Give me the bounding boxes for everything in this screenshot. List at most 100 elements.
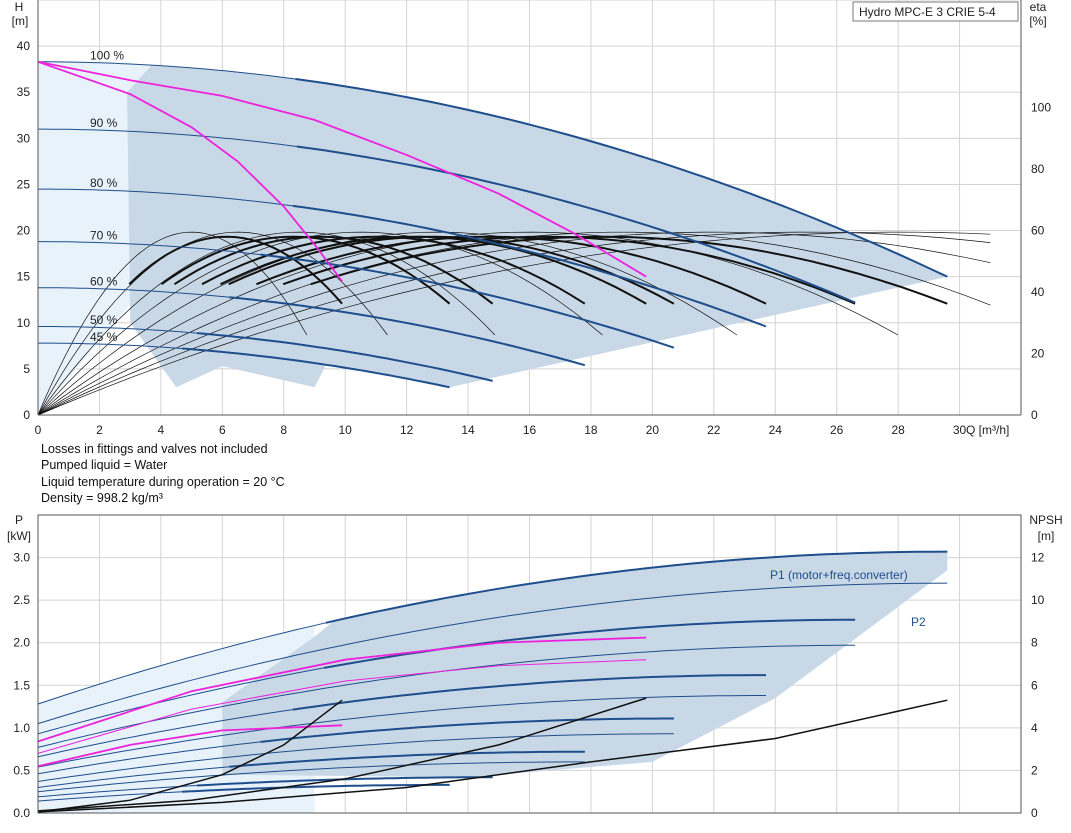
speed-label: 60 % bbox=[90, 274, 118, 288]
efficiency-curve bbox=[37, 231, 899, 416]
npsh-curve bbox=[37, 699, 343, 813]
speed-label: 50 % bbox=[90, 313, 118, 327]
power-chart-tick-labels: 0.0 0.5 1.0 1.5 2.0 2.5 3.0 0 2 4 6 8 10 12 bbox=[13, 551, 1044, 820]
npsh-axis-label: NPSH bbox=[1029, 513, 1062, 527]
y2-tick-label: 20 bbox=[1031, 347, 1045, 361]
power-chart-frame bbox=[37, 514, 1022, 814]
y2-tick-label: 100 bbox=[1031, 101, 1051, 115]
y2-tick-label: 0 bbox=[1031, 408, 1038, 422]
p-tick-label: 1.0 bbox=[13, 721, 30, 735]
y-axis-unit: [m] bbox=[12, 14, 29, 28]
p-tick-label: 2.0 bbox=[13, 636, 30, 650]
npsh-curve bbox=[37, 699, 948, 813]
chart-title: Hydro MPC-E 3 CRIE 5-4 bbox=[859, 5, 996, 19]
pink-curve bbox=[37, 60, 647, 278]
y-tick-label: 30 bbox=[17, 131, 31, 145]
y2-tick-label: 40 bbox=[1031, 285, 1045, 299]
head-chart-frame bbox=[37, 0, 1022, 416]
x-tick-label: 24 bbox=[769, 423, 783, 437]
head-curve-thin bbox=[38, 61, 315, 83]
x-tick-label: 20 bbox=[646, 423, 660, 437]
note-losses: Losses in fittings and valves not includ… bbox=[41, 442, 268, 456]
efficiency-curve bbox=[37, 231, 738, 416]
note-liquid-temperature: Liquid temperature during operation = 20… bbox=[41, 475, 285, 489]
head-curve bbox=[296, 145, 856, 304]
power-chart-frame bbox=[37, 514, 1022, 814]
pink-power-curve bbox=[37, 636, 647, 743]
p2-curve bbox=[37, 695, 766, 768]
efficiency-curve bbox=[37, 231, 496, 416]
efficiency-curve-bold bbox=[310, 235, 948, 305]
head-chart: 0 2 4 6 8 10 12 14 16 18 20 22 24 26 28 300510152025303… bbox=[12, 0, 1052, 437]
power-chart-operating-area bbox=[38, 551, 948, 813]
y-tick-label: 0 bbox=[23, 408, 30, 422]
npsh-tick-label: 0 bbox=[1031, 806, 1038, 820]
head-chart-tick-labels: 0 2 4 6 8 10 12 14 16 18 20 22 24 26 28 300510152025303… bbox=[17, 39, 1052, 437]
power-curves bbox=[37, 550, 948, 813]
head-curve bbox=[229, 296, 586, 367]
efficiency-curve-bold bbox=[173, 235, 494, 305]
note-pumped-liquid: Pumped liquid = Water bbox=[41, 458, 168, 472]
p-tick-label: 2.5 bbox=[13, 593, 30, 607]
x-axis-label: Q [m³/h] bbox=[966, 423, 1009, 437]
p2-curve bbox=[37, 733, 674, 782]
y-tick-label: 15 bbox=[17, 270, 31, 284]
npsh-tick-label: 12 bbox=[1031, 551, 1045, 565]
x-tick-label: 8 bbox=[280, 423, 287, 437]
y2-tick-label: 60 bbox=[1031, 224, 1045, 238]
head-chart-operating-area bbox=[38, 61, 948, 416]
npsh-axis-unit: [m] bbox=[1038, 529, 1055, 543]
p2-annotation: P2 bbox=[911, 615, 926, 629]
x-tick-label: 28 bbox=[891, 423, 905, 437]
p1-curve bbox=[325, 550, 948, 624]
head-curve bbox=[197, 332, 493, 382]
pink-curve bbox=[37, 60, 343, 282]
efficiency-curve bbox=[37, 231, 388, 416]
efficiency-curve bbox=[37, 231, 991, 416]
title-box bbox=[852, 1, 1019, 22]
p-axis-label: P bbox=[15, 513, 23, 527]
x-tick-label: 22 bbox=[707, 423, 721, 437]
p-tick-label: 0.0 bbox=[13, 806, 30, 820]
p1-curve bbox=[182, 783, 450, 793]
p-axis-unit: [kW] bbox=[7, 529, 31, 543]
x-tick-label: 10 bbox=[339, 423, 353, 437]
y-axis-label: H bbox=[15, 0, 24, 14]
speed-label: 80 % bbox=[90, 176, 118, 190]
x-tick-label: 4 bbox=[158, 423, 165, 437]
x-tick-label: 6 bbox=[219, 423, 226, 437]
head-curve bbox=[292, 204, 767, 328]
y2-tick-label: 80 bbox=[1031, 162, 1045, 176]
x-tick-label: 14 bbox=[461, 423, 475, 437]
pink-power-curve bbox=[37, 724, 343, 768]
npsh-tick-label: 4 bbox=[1031, 721, 1038, 735]
p-tick-label: 3.0 bbox=[13, 551, 30, 565]
pink-power-curve bbox=[37, 659, 647, 754]
npsh-tick-label: 10 bbox=[1031, 593, 1045, 607]
x-tick-label: 30 bbox=[953, 423, 967, 437]
p-operating-area bbox=[222, 551, 948, 778]
y2-axis-label: eta bbox=[1030, 0, 1047, 14]
x-tick-label: 12 bbox=[400, 423, 414, 437]
note-density: Density = 998.2 kg/m³ bbox=[41, 491, 163, 505]
efficiency-curve-bold bbox=[128, 235, 343, 305]
npsh-tick-label: 2 bbox=[1031, 763, 1038, 777]
speed-label: 45 % bbox=[90, 330, 118, 344]
p2-curve bbox=[37, 761, 585, 793]
head-curve-thin bbox=[38, 128, 315, 150]
efficiency-curve bbox=[37, 231, 603, 416]
p1-curve bbox=[260, 717, 674, 743]
y-tick-label: 35 bbox=[17, 85, 31, 99]
speed-label: 70 % bbox=[90, 228, 118, 242]
speed-label: 90 % bbox=[90, 116, 118, 130]
x-tick-label: 18 bbox=[584, 423, 598, 437]
y-tick-label: 20 bbox=[17, 224, 31, 238]
head-curve bbox=[182, 347, 450, 389]
npsh-tick-label: 6 bbox=[1031, 678, 1038, 692]
speed-label: 100 % bbox=[90, 48, 124, 62]
x-tick-label: 2 bbox=[96, 423, 103, 437]
p-tick-label: 1.5 bbox=[13, 678, 30, 692]
y-tick-label: 10 bbox=[17, 316, 31, 330]
p1-curve bbox=[229, 750, 585, 768]
